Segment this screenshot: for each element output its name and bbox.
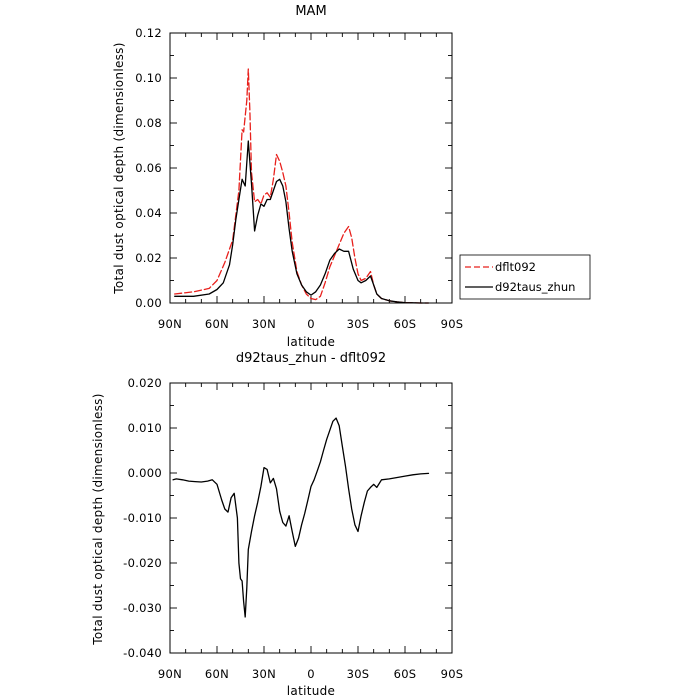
- top-y-tick-label: 0.04: [135, 206, 162, 220]
- bottom-panel-title: d92taus_zhun - dflt092: [236, 351, 386, 366]
- top-x-tick-label: 90N: [158, 317, 182, 331]
- bottom-x-axis-label: latitude: [287, 684, 335, 698]
- top-x-tick-label: 90S: [441, 317, 464, 331]
- bottom-x-tick-label: 60S: [394, 667, 417, 681]
- bottom-y-tick-label: 0.020: [128, 376, 162, 390]
- bottom-y-tick-label: -0.010: [123, 511, 162, 525]
- top-y-tick-label: 0.06: [135, 161, 162, 175]
- bottom-x-tick-label: 90N: [158, 667, 182, 681]
- top-x-tick-label: 60S: [394, 317, 417, 331]
- bottom-plot-frame: [169, 382, 453, 654]
- top-series-line-d92taus-zhun: [174, 140, 430, 304]
- bottom-y-axis-label: Total dust optical depth (dimensionless): [91, 393, 105, 645]
- bottom-x-tick-label: 60N: [205, 667, 229, 681]
- top-panel-title: MAM: [295, 4, 326, 19]
- top-x-tick-label: 60N: [205, 317, 229, 331]
- top-plot-frame: [169, 32, 453, 304]
- bottom-x-tick-label: 90S: [441, 667, 464, 681]
- top-y-tick-label: 0.12: [135, 26, 162, 40]
- bottom-y-tick-label: 0.000: [128, 466, 162, 480]
- top-series-line-dflt092: [174, 68, 430, 304]
- top-x-tick-label: 30N: [252, 317, 276, 331]
- top-axis-ticks: 90N 60N 30N 0 30S 60S 90S 0.00 0.02 0.04 0.06 0.08 0…: [135, 26, 463, 331]
- bottom-x-tick-label: 30N: [252, 667, 276, 681]
- bottom-y-tick-label: -0.040: [123, 646, 162, 660]
- legend-label-d92taus-zhun: d92taus_zhun: [495, 280, 575, 294]
- bottom-y-tick-label: 0.010: [128, 421, 162, 435]
- top-y-tick-label: 0.02: [135, 251, 162, 265]
- top-series-lines: [174, 68, 430, 304]
- bottom-series-lines: [172, 417, 430, 618]
- bottom-panel: d92taus_zhun - dflt092 latitude Total du…: [91, 351, 463, 698]
- bottom-x-tick-label: 0: [307, 667, 315, 681]
- top-x-axis-label: latitude: [287, 335, 335, 349]
- legend-label-dflt092: dflt092: [495, 260, 536, 274]
- top-x-tick-label: 30S: [347, 317, 370, 331]
- bottom-x-tick-label: 30S: [347, 667, 370, 681]
- top-y-axis-label: Total dust optical depth (dimensionless): [112, 42, 126, 294]
- top-y-tick-label: 0.10: [135, 71, 162, 85]
- bottom-y-tick-label: -0.020: [123, 556, 162, 570]
- top-x-tick-label: 0: [307, 317, 315, 331]
- top-panel: MAM latitude Total dust optical depth (d…: [112, 4, 463, 349]
- bottom-y-tick-label: -0.030: [123, 601, 162, 615]
- legend-box: [459, 254, 591, 300]
- bottom-series-line-difference: [172, 417, 430, 618]
- top-y-tick-label: 0.00: [135, 296, 162, 310]
- top-y-tick-label: 0.08: [135, 116, 162, 130]
- bottom-axis-ticks: 90N 60N 30N 0 30S 60S 90S -0.040 -0.030 -0.020 -0.…: [123, 376, 463, 681]
- legend: dflt092 d92taus_zhun: [459, 254, 591, 300]
